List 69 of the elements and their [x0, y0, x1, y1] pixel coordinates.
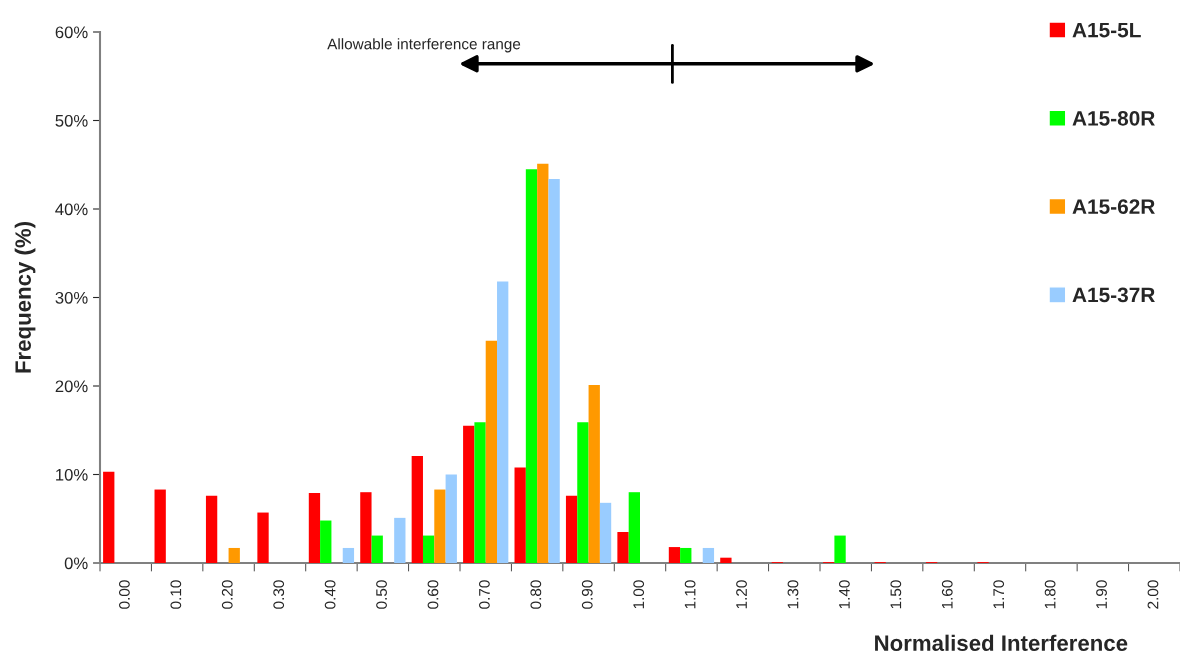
x-tick-label: 1.70: [993, 580, 1005, 609]
bar: [474, 422, 486, 563]
bar: [720, 557, 732, 563]
bar: [103, 471, 115, 563]
x-tick-label: 1.60: [941, 580, 953, 609]
bar: [577, 422, 589, 563]
x-tick-label: 1.20: [736, 580, 747, 609]
bar: [548, 178, 560, 563]
bar: [485, 340, 498, 563]
bar: [702, 547, 715, 563]
x-tick-label: 0.50: [376, 580, 387, 609]
bar: [394, 517, 406, 563]
x-tick-label: 1.40: [839, 580, 850, 609]
bar: [599, 502, 612, 563]
y-tick-label: 20%: [55, 380, 88, 393]
legend-label: A15-80R: [1072, 110, 1155, 126]
bar: [537, 163, 549, 563]
bar: [668, 547, 681, 563]
bar: [360, 492, 372, 563]
x-tick-label: 1.90: [1096, 580, 1107, 609]
x-tick-label: 0.20: [221, 580, 233, 609]
bar: [497, 281, 509, 563]
bar: [525, 169, 538, 563]
bar: [628, 492, 640, 563]
legend-label: A15-37R: [1072, 287, 1155, 303]
x-axis-title: Normalised Interference: [875, 634, 1128, 652]
legend-label: A15-62R: [1072, 199, 1155, 215]
bar: [308, 493, 321, 563]
x-tick-label: 1.30: [787, 580, 799, 609]
y-tick-label: 0%: [64, 557, 88, 570]
x-tick-label: 0.00: [119, 580, 130, 609]
y-tick-label: 40%: [55, 203, 88, 216]
bar: [514, 467, 526, 563]
bar: [154, 489, 166, 563]
bar: [371, 535, 383, 563]
x-tick-label: 2.00: [1147, 580, 1159, 609]
bar: [434, 489, 446, 563]
x-tick-label: 1.50: [890, 580, 902, 609]
bar: [463, 425, 475, 563]
bar: [588, 385, 600, 563]
x-tick-label: 0.30: [273, 580, 285, 609]
y-tick-label: 30%: [55, 291, 88, 304]
bar: [228, 547, 240, 563]
bar: [834, 535, 846, 563]
bar: [680, 547, 692, 563]
y-tick-label: 60%: [55, 26, 88, 39]
bar: [342, 547, 355, 563]
y-tick-label: 10%: [56, 468, 88, 481]
y-axis-title: Frequency (%): [14, 222, 36, 373]
x-tick-label: 0.10: [170, 580, 182, 609]
bar: [617, 532, 629, 563]
x-tick-label: 1.00: [633, 580, 645, 609]
bar: [411, 455, 423, 563]
x-tick-label: 1.80: [1044, 580, 1056, 609]
bar: [422, 535, 435, 563]
y-tick-label: 50%: [55, 114, 88, 127]
x-tick-label: 0.70: [479, 580, 490, 609]
bar: [205, 495, 218, 563]
bar: [445, 474, 457, 563]
bar: [257, 512, 269, 563]
annotation: Allowable interference range: [327, 38, 521, 53]
bar: [320, 520, 332, 563]
x-tick-label: 0.40: [324, 580, 336, 609]
x-tick-label: 0.60: [427, 580, 439, 609]
x-tick-label: 0.80: [530, 580, 542, 609]
bar: [565, 495, 578, 563]
x-tick-label: 0.90: [581, 580, 593, 609]
x-tick-label: 1.10: [684, 580, 696, 609]
legend-label: A15-5L: [1072, 22, 1141, 38]
